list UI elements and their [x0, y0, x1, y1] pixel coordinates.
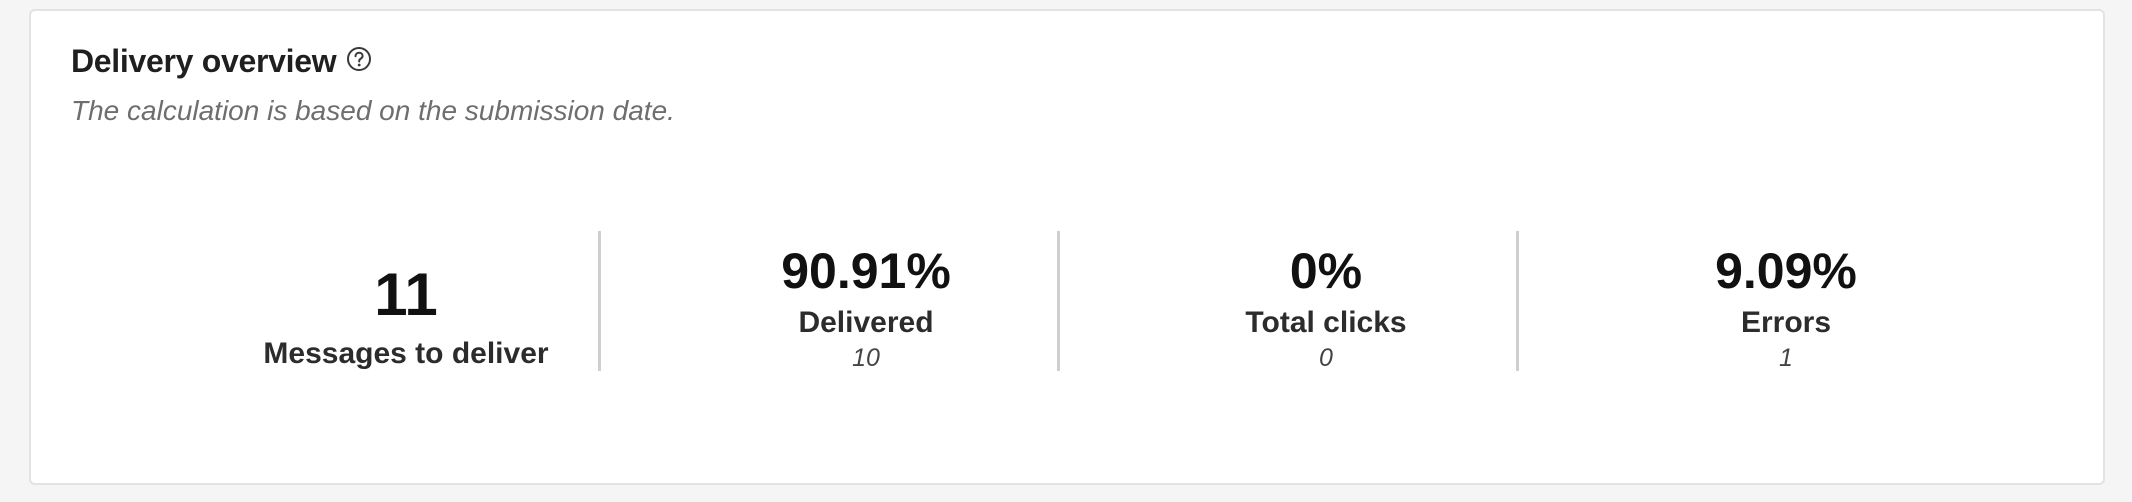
- metric-delivered: 90.91% Delivered 10: [681, 231, 1051, 372]
- metric-count: 10: [852, 344, 880, 372]
- metric-value: 11: [374, 261, 438, 328]
- metric-label: Delivered: [798, 306, 934, 339]
- title-row: Delivery overview: [71, 43, 372, 80]
- metric-label: Errors: [1740, 306, 1832, 339]
- metric-divider: [1057, 231, 1060, 371]
- help-circle-icon[interactable]: [346, 46, 372, 72]
- metric-label: Total clicks: [1245, 306, 1407, 339]
- card-subtitle: The calculation is based on the submissi…: [71, 95, 675, 126]
- metric-divider: [598, 231, 601, 371]
- card-title: Delivery overview: [71, 43, 337, 79]
- metric-total-clicks: 0% Total clicks 0: [1141, 231, 1511, 372]
- metric-value: 90.91%: [781, 243, 951, 299]
- metric-value: 9.09%: [1715, 243, 1857, 299]
- metric-errors: 9.09% Errors 1: [1601, 231, 1971, 372]
- metric-count: 1: [1779, 344, 1793, 372]
- metric-messages-to-deliver: 11 Messages to deliver: [221, 231, 591, 371]
- metrics-row: 11 Messages to deliver 90.91% Delivered …: [31, 231, 2103, 381]
- metric-count: 0: [1319, 344, 1333, 372]
- metric-value: 0%: [1289, 243, 1363, 299]
- metric-label: Messages to deliver: [263, 337, 549, 370]
- delivery-overview-card: Delivery overview The calculation is bas…: [29, 9, 2105, 485]
- metric-divider: [1516, 231, 1519, 371]
